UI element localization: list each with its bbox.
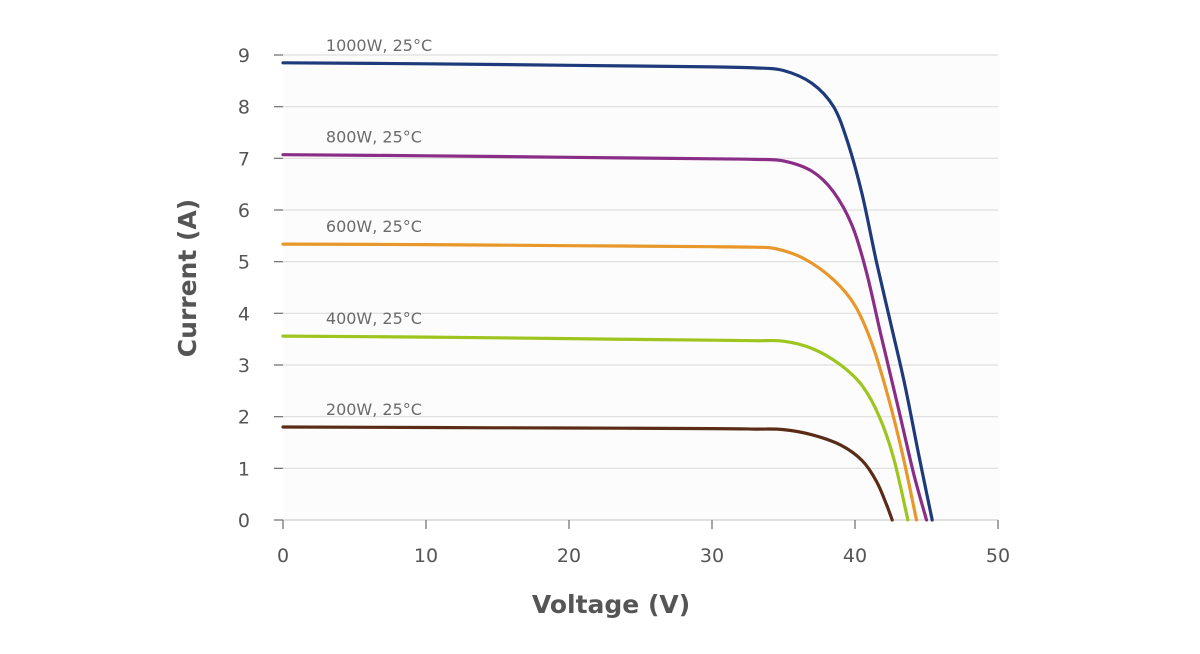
y-tick-label: 0 (238, 510, 250, 532)
x-tick-label: 10 (414, 545, 438, 567)
series-label-3: 600W, 25°C (326, 217, 422, 236)
series-labels: 1000W, 25°C 800W, 25°C 600W, 25°C 400W, 25°… (326, 36, 432, 419)
x-tick-label: 50 (986, 545, 1010, 567)
series-label-4: 400W, 25°C (326, 309, 422, 328)
series-label-2: 800W, 25°C (326, 128, 422, 147)
x-tick-label: 40 (843, 545, 867, 567)
series-label-1: 1000W, 25°C (326, 36, 432, 55)
series-lines (281, 61, 934, 522)
series-line-5 (281, 425, 894, 522)
x-tick-label: 20 (557, 545, 581, 567)
y-tick-label: 7 (238, 148, 250, 170)
series-line-1 (281, 61, 934, 522)
y-tick-label: 2 (238, 407, 250, 429)
axes: 0 1 2 3 4 5 6 7 8 9 0 10 20 30 40 50 (238, 45, 1010, 567)
x-axis-title: Voltage (V) (532, 590, 690, 619)
x-tick-label: 0 (277, 545, 289, 567)
y-tick-label: 6 (238, 200, 250, 222)
y-tick-label: 5 (238, 252, 250, 274)
gridlines (283, 54, 998, 469)
y-axis-title: Current (A) (173, 199, 202, 357)
series-line-4 (281, 334, 910, 522)
series-line-3 (281, 242, 919, 522)
x-tick-label: 30 (700, 545, 724, 567)
series-line-2 (281, 153, 929, 522)
y-tick-label: 4 (238, 303, 250, 325)
y-tick-label: 3 (238, 355, 250, 377)
y-tick-label: 9 (238, 45, 250, 67)
y-tick-label: 1 (238, 458, 250, 480)
series-label-5: 200W, 25°C (326, 400, 422, 419)
y-tick-label: 8 (238, 97, 250, 119)
